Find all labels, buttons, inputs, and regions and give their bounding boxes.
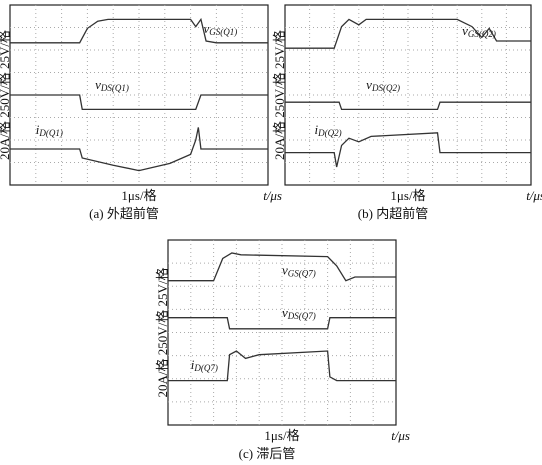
y-scale-label: 20A/格: [155, 359, 170, 398]
trace-subscript: DS(Q1): [100, 83, 129, 93]
x-unit-label: t/μs: [526, 188, 542, 203]
trace-subscript: DS(Q2): [371, 83, 400, 93]
caption: (a) 外超前管: [89, 206, 159, 221]
y-axis-label: 20A/格 250V/格 25V/格: [272, 30, 287, 160]
trace-subscript: GS(Q2): [468, 29, 496, 39]
figure: vGS(Q1)vDS(Q1)iD(Q1)20A/格 250V/格 25V/格1μ…: [0, 0, 542, 465]
x-unit-label: t/μs: [391, 428, 410, 443]
y-axis-label: 20A/格 250V/格 25V/格: [155, 267, 170, 397]
y-scale-label: 20A/格: [272, 121, 287, 160]
caption: (b) 内超前管: [358, 206, 428, 221]
x-unit-label: t/μs: [263, 188, 282, 203]
y-scale-label: 250V/格: [0, 72, 12, 118]
x-scale-label: 1μs/格: [121, 188, 156, 203]
y-scale-label: 25V/格: [272, 30, 287, 69]
y-scale-label: 250V/格: [155, 310, 170, 356]
trace-subscript: GS(Q7): [288, 269, 316, 279]
y-scale-label: 25V/格: [155, 267, 170, 306]
x-scale-label: 1μs/格: [264, 428, 299, 443]
y-scale-label: 25V/格: [0, 30, 12, 69]
trace-subscript: DS(Q7): [287, 311, 316, 321]
trace-subscript: D(Q2): [317, 128, 342, 138]
trace-subscript: GS(Q1): [209, 27, 237, 37]
y-scale-label: 20A/格: [0, 121, 12, 160]
x-scale-label: 1μs/格: [390, 188, 425, 203]
trace-subscript: D(Q7): [193, 363, 218, 373]
y-scale-label: 250V/格: [272, 72, 287, 118]
y-axis-label: 20A/格 250V/格 25V/格: [0, 30, 12, 160]
caption: (c) 滞后管: [239, 446, 296, 461]
trace-subscript: D(Q1): [38, 128, 63, 138]
